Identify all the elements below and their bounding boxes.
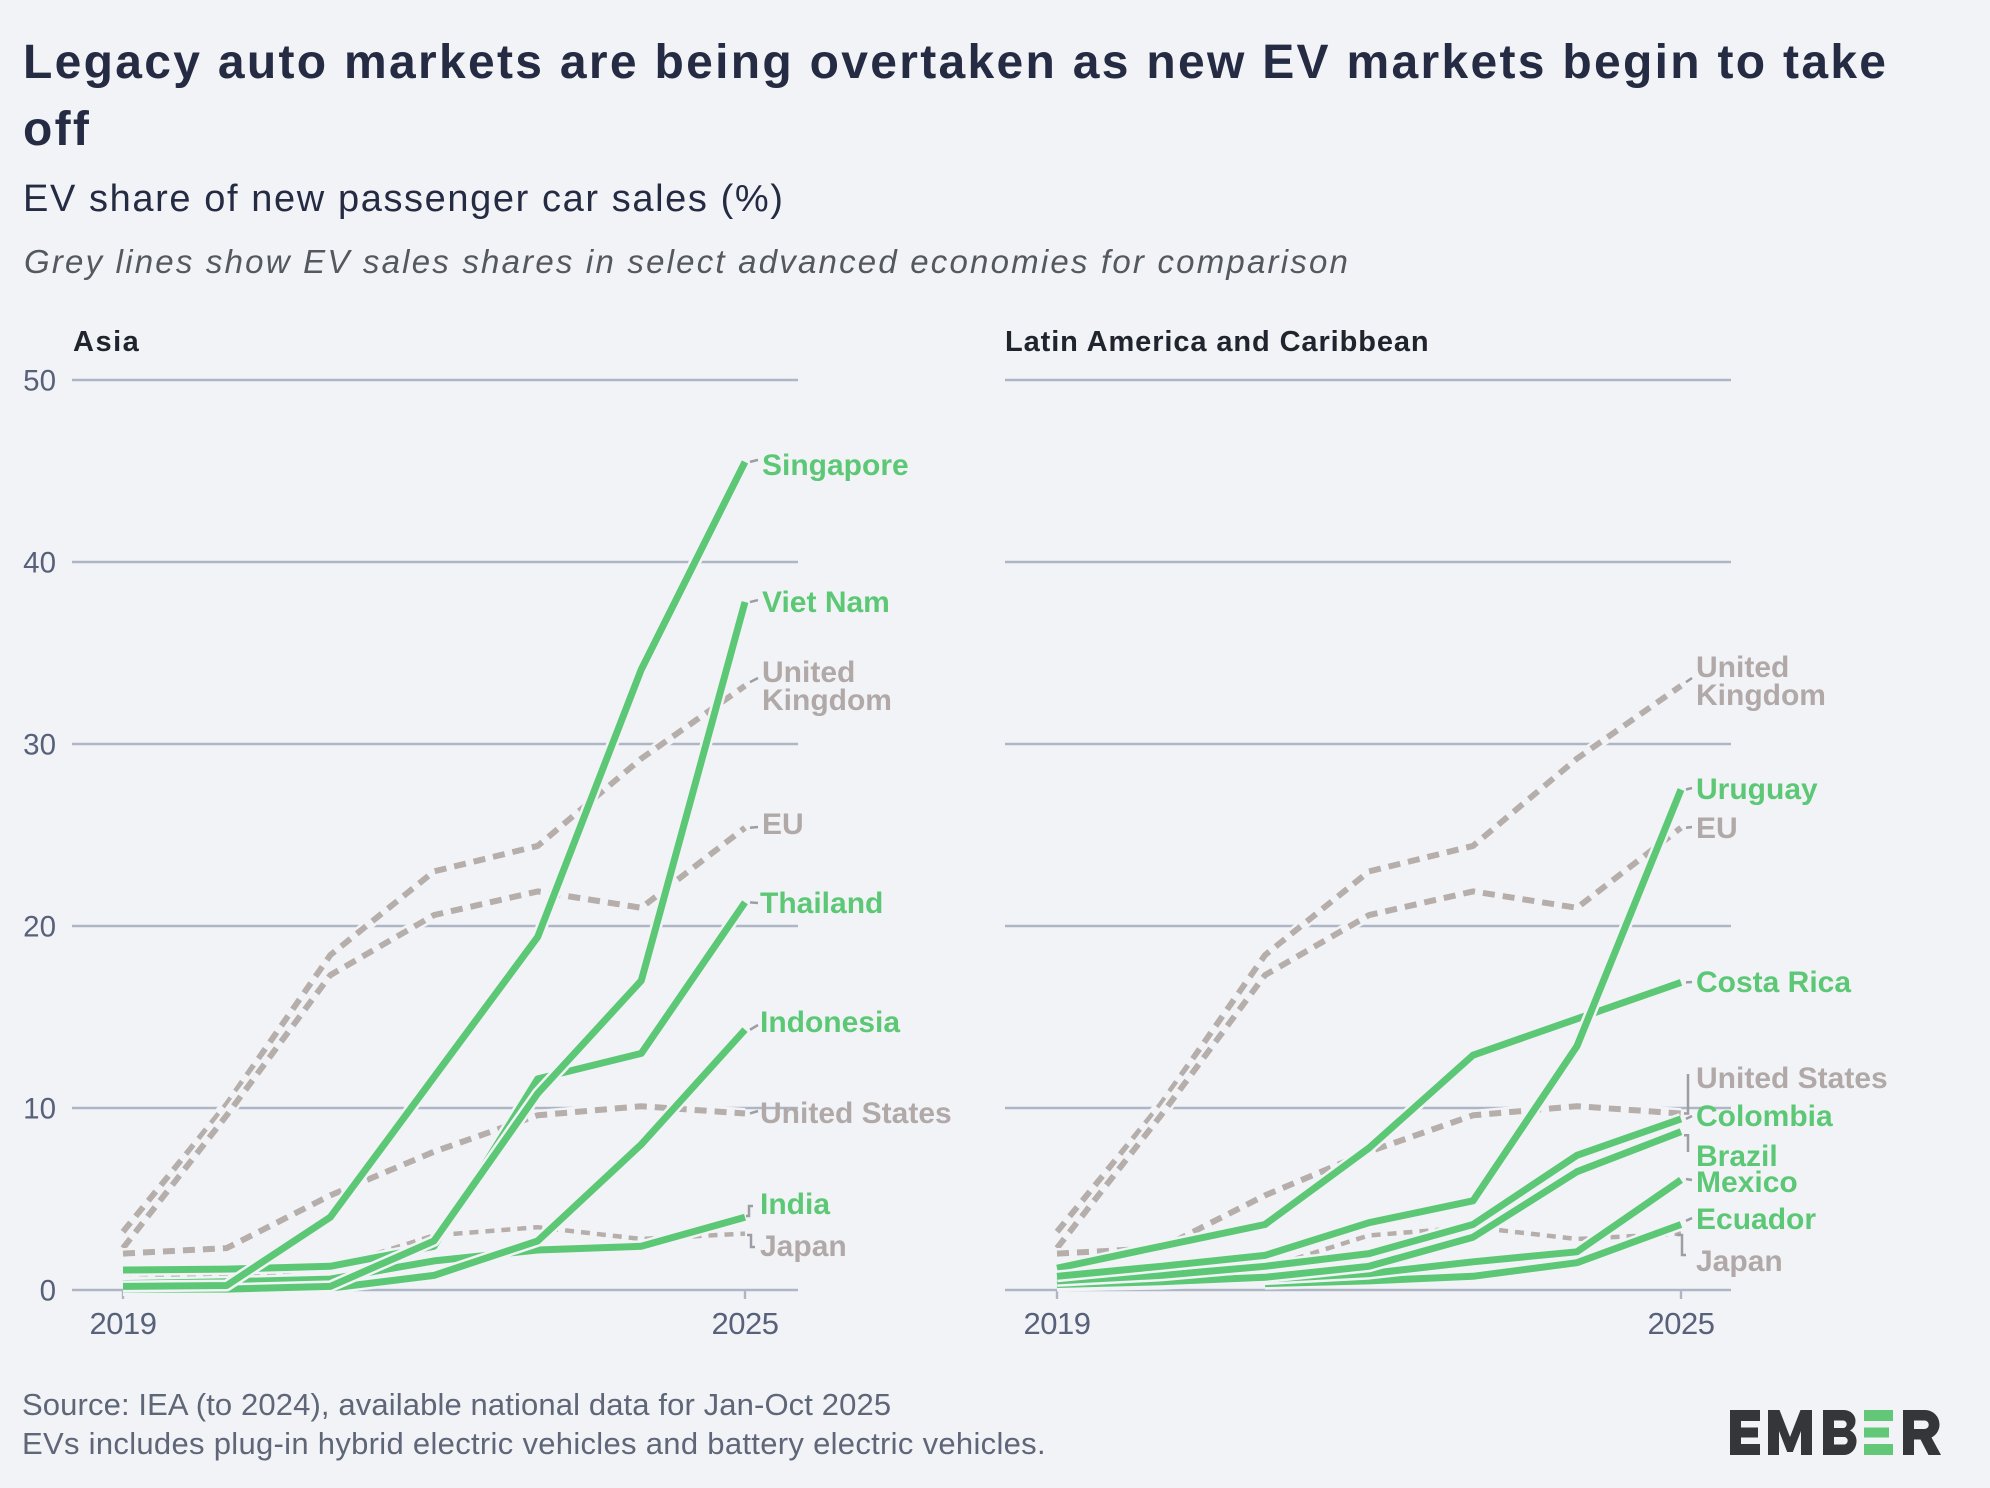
svg-text:Viet Nam: Viet Nam [762,586,890,619]
svg-text:0: 0 [40,1275,56,1308]
svg-text:India: India [760,1188,830,1221]
svg-text:Japan: Japan [760,1230,847,1263]
svg-text:United States: United States [1696,1062,1888,1095]
svg-text:Brazil: Brazil [1696,1140,1778,1173]
svg-text:Kingdom: Kingdom [1696,679,1826,712]
svg-text:40: 40 [23,547,56,580]
svg-text:Source: IEA (to 2024), availab: Source: IEA (to 2024), available nationa… [22,1387,891,1422]
svg-text:Grey lines show EV sales share: Grey lines show EV sales shares in selec… [24,243,1350,280]
svg-text:Asia: Asia [73,326,140,358]
svg-text:United States: United States [760,1097,952,1130]
svg-text:2019: 2019 [1024,1306,1091,1341]
svg-text:Ecuador: Ecuador [1696,1203,1816,1236]
svg-text:Singapore: Singapore [762,449,909,482]
svg-text:United: United [1696,651,1789,684]
svg-text:Latin America and Caribbean: Latin America and Caribbean [1005,326,1430,358]
svg-text:30: 30 [23,729,56,762]
svg-text:Colombia: Colombia [1696,1100,1833,1133]
svg-text:2025: 2025 [1648,1306,1715,1341]
svg-text:Legacy auto markets are being: Legacy auto markets are being overtaken … [23,36,1888,89]
svg-text:Costa Rica: Costa Rica [1696,966,1851,999]
svg-text:50: 50 [23,365,56,398]
svg-text:EVs includes plug-in hybrid el: EVs includes plug-in hybrid electric veh… [22,1426,1046,1461]
svg-text:Kingdom: Kingdom [762,684,892,717]
svg-text:2025: 2025 [712,1306,779,1341]
svg-text:Thailand: Thailand [760,887,883,920]
svg-text:EU: EU [1696,812,1738,845]
svg-text:Uruguay: Uruguay [1696,773,1818,806]
svg-text:2019: 2019 [90,1306,157,1341]
svg-text:EV share of new passenger car: EV share of new passenger car sales (%) [23,178,785,220]
svg-text:EU: EU [762,808,804,841]
svg-text:Japan: Japan [1696,1245,1783,1278]
svg-text:Mexico: Mexico [1696,1166,1798,1199]
svg-text:10: 10 [23,1093,56,1126]
svg-text:off: off [23,103,91,156]
svg-text:Indonesia: Indonesia [760,1006,900,1039]
svg-text:20: 20 [23,911,56,944]
svg-text:United: United [762,656,855,689]
